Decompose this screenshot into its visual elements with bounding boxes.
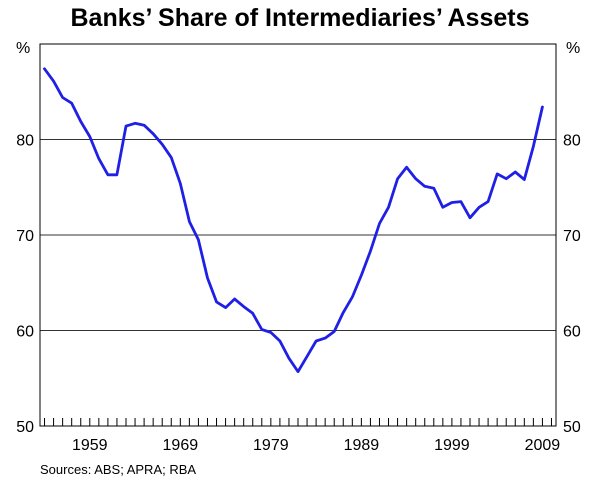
x-tick-label-1969: 1969: [163, 437, 199, 454]
y-tick-label-right-70: 70: [563, 228, 581, 245]
y-axis-unit-left: %: [16, 40, 31, 57]
x-tick-label-2009: 2009: [525, 437, 561, 454]
y-tick-label-left-70: 70: [16, 228, 34, 245]
source-note: Sources: ABS; APRA; RBA: [40, 462, 197, 477]
series-line-0: [43, 67, 544, 373]
y-tick-label-right-50: 50: [563, 419, 581, 436]
y-tick-label-left-80: 80: [16, 133, 34, 150]
x-tick-label-1959: 1959: [72, 437, 108, 454]
x-tick-label-1979: 1979: [253, 437, 289, 454]
chart-title: Banks’ Share of Intermediaries’ Assets: [70, 4, 530, 32]
x-tick-label-1989: 1989: [344, 437, 380, 454]
y-tick-label-right-80: 80: [563, 133, 581, 150]
y-tick-label-right-60: 60: [563, 324, 581, 341]
y-tick-label-left-50: 50: [16, 419, 34, 436]
x-tick-label-1999: 1999: [434, 437, 470, 454]
y-axis-unit-right: %: [566, 40, 581, 57]
y-tick-label-left-60: 60: [16, 324, 34, 341]
